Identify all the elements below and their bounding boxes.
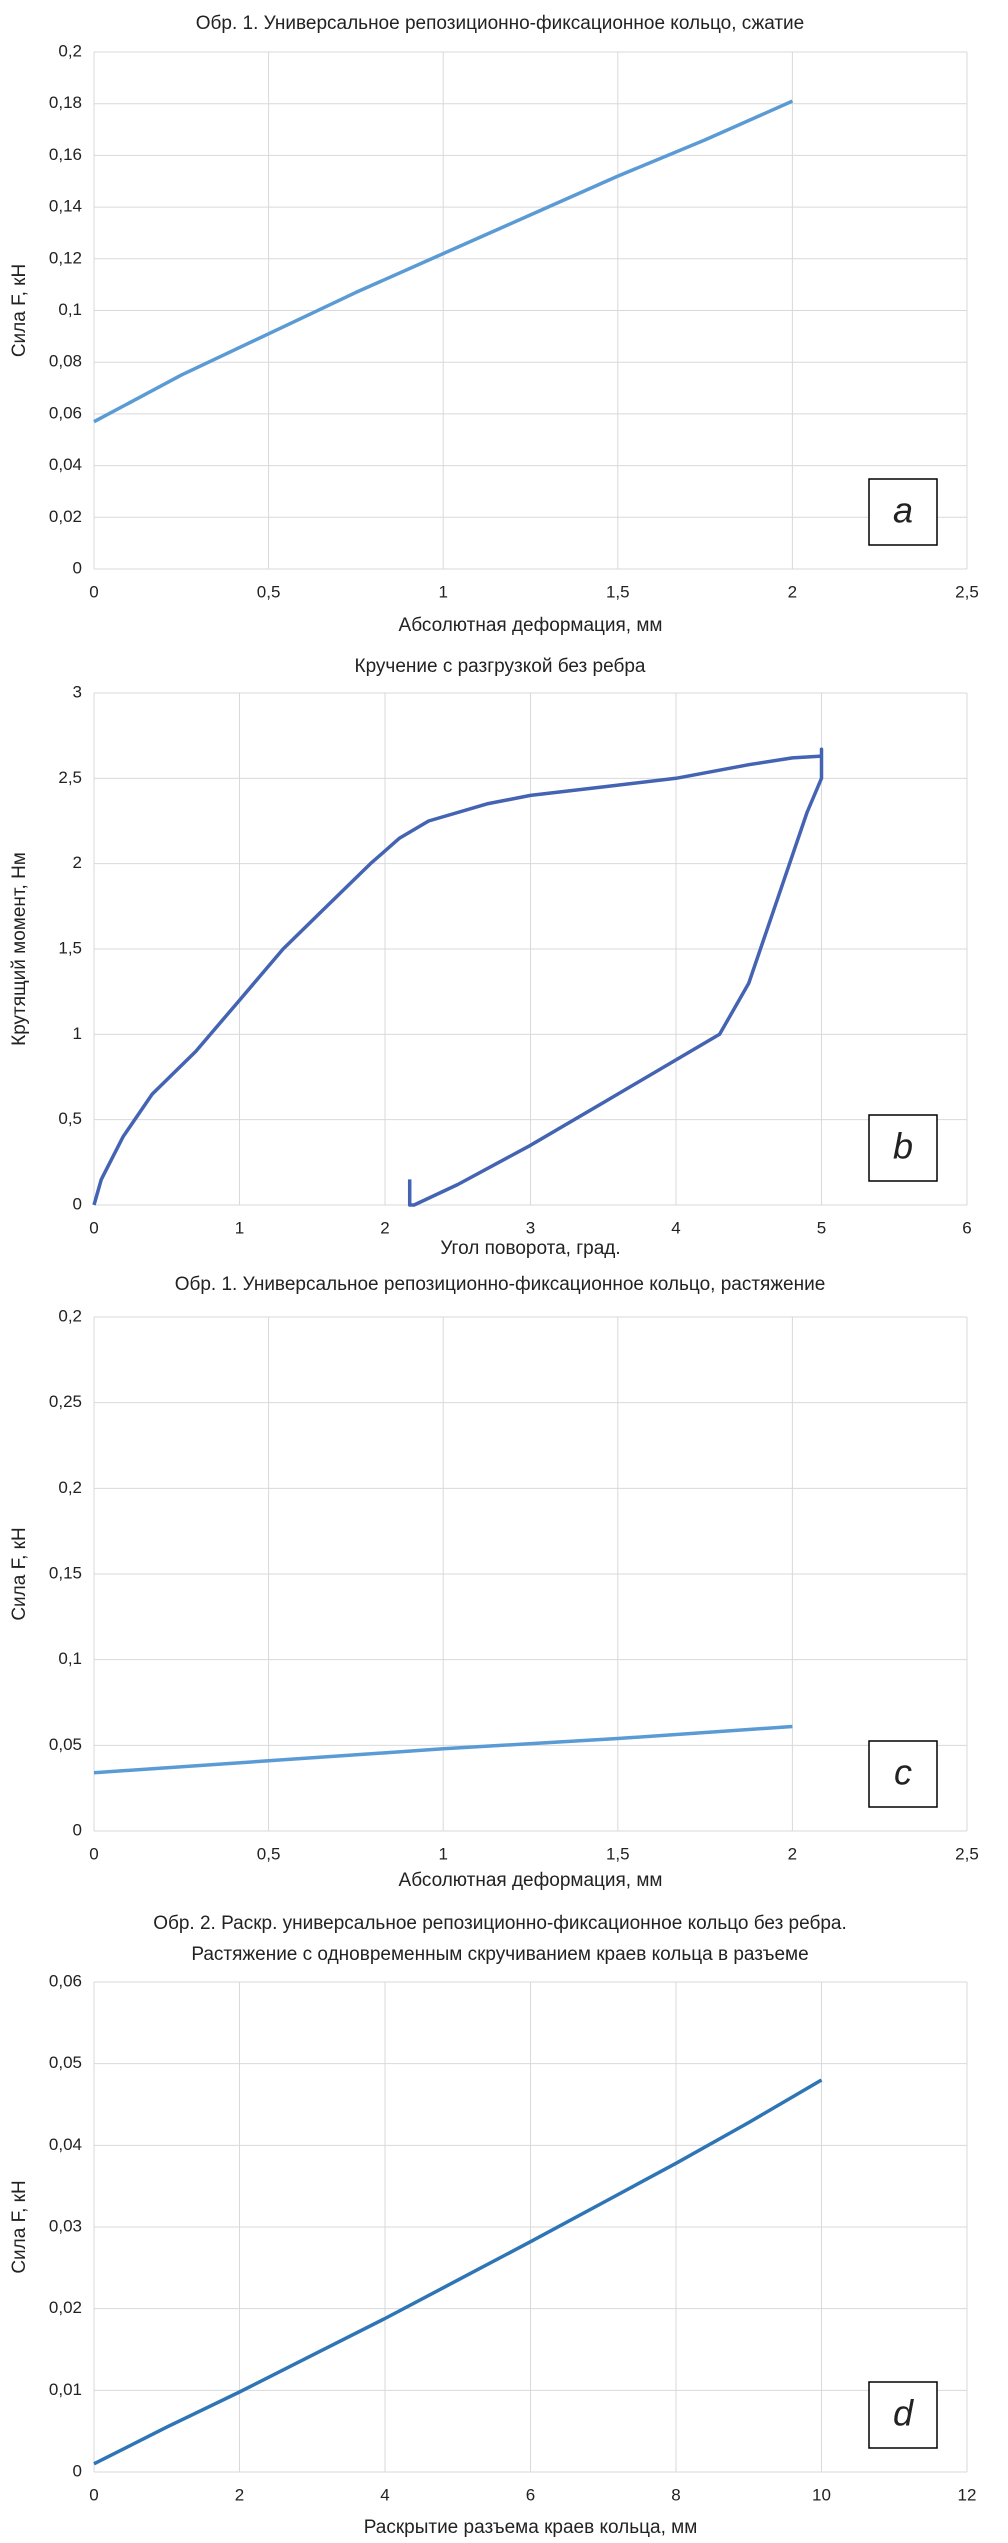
x-tick-label: 2 bbox=[788, 1844, 797, 1863]
y-tick-label: 0 bbox=[73, 1194, 82, 1213]
x-tick-label: 0 bbox=[89, 1844, 98, 1863]
y-tick-label: 0,02 bbox=[49, 507, 82, 526]
x-tick-label: 2,5 bbox=[955, 1844, 979, 1863]
chart-title: Обр. 1. Универсальное репозиционно-фикса… bbox=[196, 13, 804, 34]
y-tick-label: 0,16 bbox=[49, 145, 82, 164]
x-tick-label: 2 bbox=[235, 2485, 244, 2504]
x-axis-label: Абсолютная деформация, мм bbox=[399, 1870, 663, 1891]
x-tick-label: 2,5 bbox=[955, 582, 979, 601]
chart-title: Обр. 1. Универсальное репозиционно-фикса… bbox=[175, 1274, 826, 1295]
y-tick-label: 0,05 bbox=[49, 1735, 82, 1754]
panel-label: c bbox=[894, 1752, 912, 1793]
y-axis-label: Сила F, кН bbox=[9, 1527, 30, 1620]
x-tick-label: 3 bbox=[526, 1218, 535, 1237]
x-tick-label: 6 bbox=[526, 2485, 535, 2504]
x-tick-label: 0 bbox=[89, 1218, 98, 1237]
y-tick-label: 0,04 bbox=[49, 455, 82, 474]
x-tick-label: 1,5 bbox=[606, 1844, 630, 1863]
data-line bbox=[92, 747, 824, 1207]
chart-title: Обр. 2. Раскр. универсальное репозиционн… bbox=[153, 1913, 847, 1934]
x-tick-label: 8 bbox=[671, 2485, 680, 2504]
x-tick-label: 10 bbox=[812, 2485, 831, 2504]
data-line bbox=[93, 99, 794, 424]
panel-box bbox=[868, 1740, 938, 1808]
y-tick-label: 1 bbox=[73, 1024, 82, 1043]
y-tick-label: 0,18 bbox=[49, 93, 82, 112]
y-tick-label: 2,5 bbox=[58, 768, 82, 787]
x-tick-label: 0,5 bbox=[257, 582, 281, 601]
y-tick-label: 0,2 bbox=[58, 41, 82, 60]
x-axis-label: Раскрытие разъема краев кольца, мм bbox=[364, 2517, 698, 2538]
panel-label: d bbox=[893, 2393, 914, 2434]
x-tick-label: 0,5 bbox=[257, 1844, 281, 1863]
y-tick-label: 0,15 bbox=[49, 1563, 82, 1582]
y-tick-label: 0,2 bbox=[58, 1478, 82, 1497]
y-tick-label: 0,03 bbox=[49, 2216, 82, 2235]
y-tick-label: 0,2 bbox=[58, 1306, 82, 1325]
x-axis-label: Угол поворота, град. bbox=[440, 1238, 620, 1259]
y-tick-label: 0,02 bbox=[49, 2298, 82, 2317]
x-tick-label: 1 bbox=[235, 1218, 244, 1237]
y-tick-label: 0 bbox=[73, 1820, 82, 1839]
y-tick-label: 0,01 bbox=[49, 2380, 82, 2399]
x-tick-label: 12 bbox=[958, 2485, 977, 2504]
x-tick-label: 1,5 bbox=[606, 582, 630, 601]
y-tick-label: 0,04 bbox=[49, 2135, 82, 2154]
y-tick-label: 0,25 bbox=[49, 1392, 82, 1411]
x-tick-label: 2 bbox=[788, 582, 797, 601]
y-axis-label: Сила F, кН bbox=[9, 2180, 30, 2273]
x-tick-label: 1 bbox=[438, 582, 447, 601]
y-tick-label: 0,06 bbox=[49, 403, 82, 422]
chart-title: Кручение с разгрузкой без ребра bbox=[355, 656, 646, 677]
y-tick-label: 0 bbox=[73, 2461, 82, 2480]
y-tick-label: 0,1 bbox=[58, 1649, 82, 1668]
panel-label: b bbox=[893, 1126, 913, 1167]
y-tick-label: 0,08 bbox=[49, 352, 82, 371]
y-axis-label: Крутящий момент, Нм bbox=[9, 852, 30, 1046]
y-tick-label: 0,06 bbox=[49, 1971, 82, 1990]
x-tick-label: 2 bbox=[380, 1218, 389, 1237]
panel-box bbox=[868, 2381, 938, 2449]
y-tick-label: 0,1 bbox=[58, 300, 82, 319]
chart-title: Растяжение с одновременным скручиванием … bbox=[191, 1944, 808, 1965]
y-tick-label: 0,12 bbox=[49, 248, 82, 267]
x-axis-label: Абсолютная деформация, мм bbox=[399, 615, 663, 636]
x-tick-label: 5 bbox=[817, 1218, 826, 1237]
x-tick-label: 4 bbox=[380, 2485, 389, 2504]
y-tick-label: 0,14 bbox=[49, 197, 82, 216]
y-tick-label: 3 bbox=[73, 682, 82, 701]
x-tick-label: 4 bbox=[671, 1218, 680, 1237]
data-line bbox=[93, 2078, 823, 2466]
panel-box bbox=[868, 478, 938, 546]
x-tick-label: 0 bbox=[89, 582, 98, 601]
y-tick-label: 0,05 bbox=[49, 2053, 82, 2072]
x-tick-label: 1 bbox=[438, 1844, 447, 1863]
y-tick-label: 0,5 bbox=[58, 1109, 82, 1128]
y-tick-label: 2 bbox=[73, 853, 82, 872]
panel-box bbox=[868, 1114, 938, 1182]
x-tick-label: 6 bbox=[962, 1218, 971, 1237]
y-tick-label: 1,5 bbox=[58, 938, 82, 957]
data-line bbox=[93, 1724, 793, 1775]
panel-label: a bbox=[893, 490, 913, 531]
y-tick-label: 0 bbox=[73, 558, 82, 577]
y-axis-label: Сила F, кН bbox=[9, 264, 30, 357]
x-tick-label: 0 bbox=[89, 2485, 98, 2504]
